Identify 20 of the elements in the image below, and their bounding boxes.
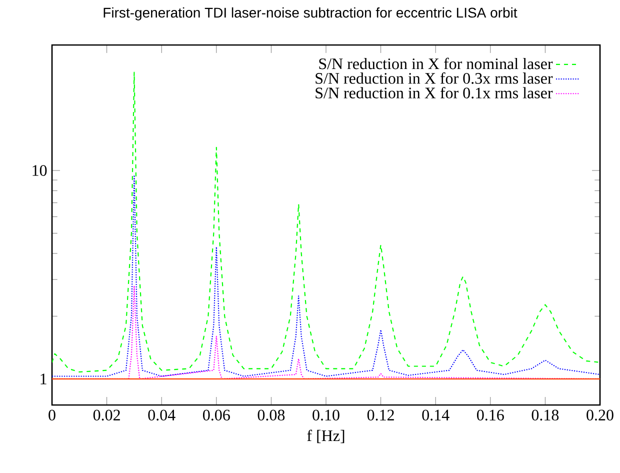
x-tick-label: 0.14	[422, 410, 450, 421]
x-tick-label: 0	[48, 410, 56, 420]
legend-label: S/N reduction in X for 0.3x rms laser	[316, 72, 553, 84]
x-tick-label: 0.10	[312, 410, 340, 421]
x-tick-label: 0.16	[477, 410, 504, 421]
chart-title: First-generation TDI laser-noise subtraction for eccentric LISA orbit	[104, 7, 518, 20]
line-series	[52, 72, 600, 372]
x-tick-label: 0.04	[148, 410, 176, 421]
x-tick-label: 0.20	[586, 410, 614, 421]
legend-label: S/N reduction in X for nominal laser	[319, 58, 553, 70]
x-tick-label: 0.18	[532, 410, 559, 421]
y-tick-label: 10	[32, 165, 47, 176]
x-axis-title: f [Hz]	[307, 430, 344, 444]
x-tick-label: 0.08	[258, 410, 285, 421]
line-series	[52, 174, 600, 377]
x-tick-label: 0.06	[203, 410, 230, 421]
legend-label: S/N reduction in X for 0.1x rms laser	[316, 86, 553, 98]
x-tick-label: 0.02	[93, 410, 120, 421]
x-tick-label: 0.12	[367, 410, 394, 421]
y-tick-label: 1	[40, 374, 46, 384]
